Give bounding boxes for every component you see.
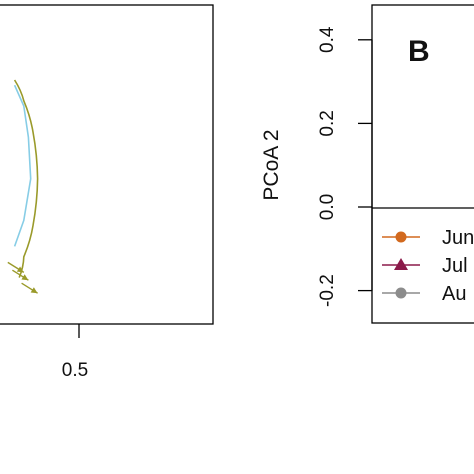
panel-a-x-axis: 0.5	[62, 324, 88, 381]
panel-b-y-tick-label: 0.0	[317, 194, 338, 220]
legend-triangle-marker	[394, 258, 408, 270]
panel-b-y-axis: 0.4 0.2 0.0 -0.2	[317, 26, 373, 307]
panel-a-x-tick-label: 0.5	[62, 360, 88, 381]
panel-a-arrowhead	[16, 266, 24, 273]
legend-item: Jun	[382, 227, 474, 249]
legend-circle-marker	[395, 287, 407, 299]
panel-b-y-tick-label: -0.2	[317, 274, 338, 307]
legend-circle-marker	[395, 231, 407, 243]
panel-a-hull	[13, 84, 32, 247]
panel-b: PCoA 2 0.4 0.2 0.0 -0.2 B Jun Jul Au	[260, 4, 474, 324]
panel-b-legend: Jun Jul Au	[382, 227, 474, 305]
legend-item: Au	[382, 283, 466, 305]
legend-label: Jun	[442, 227, 474, 249]
panel-b-y-tick-label: 0.4	[317, 26, 338, 53]
panel-a-arrowhead	[30, 287, 38, 294]
panel-a-frame	[0, 4, 214, 325]
panel-b-label: B	[408, 35, 430, 68]
panel-a-arrowhead	[21, 274, 29, 281]
panel-b-y-axis-label: PCoA 2	[260, 129, 283, 200]
panel-a: 0.5	[0, 4, 214, 381]
legend-item: Jul	[382, 255, 468, 277]
panel-a-plot-area	[7, 79, 39, 294]
panel-b-y-tick-label: 0.2	[317, 110, 338, 136]
panel-b-frame	[371, 4, 474, 324]
legend-label: Au	[442, 283, 466, 305]
panel-a-ellipse	[13, 79, 39, 278]
legend-label: Jul	[442, 255, 468, 277]
